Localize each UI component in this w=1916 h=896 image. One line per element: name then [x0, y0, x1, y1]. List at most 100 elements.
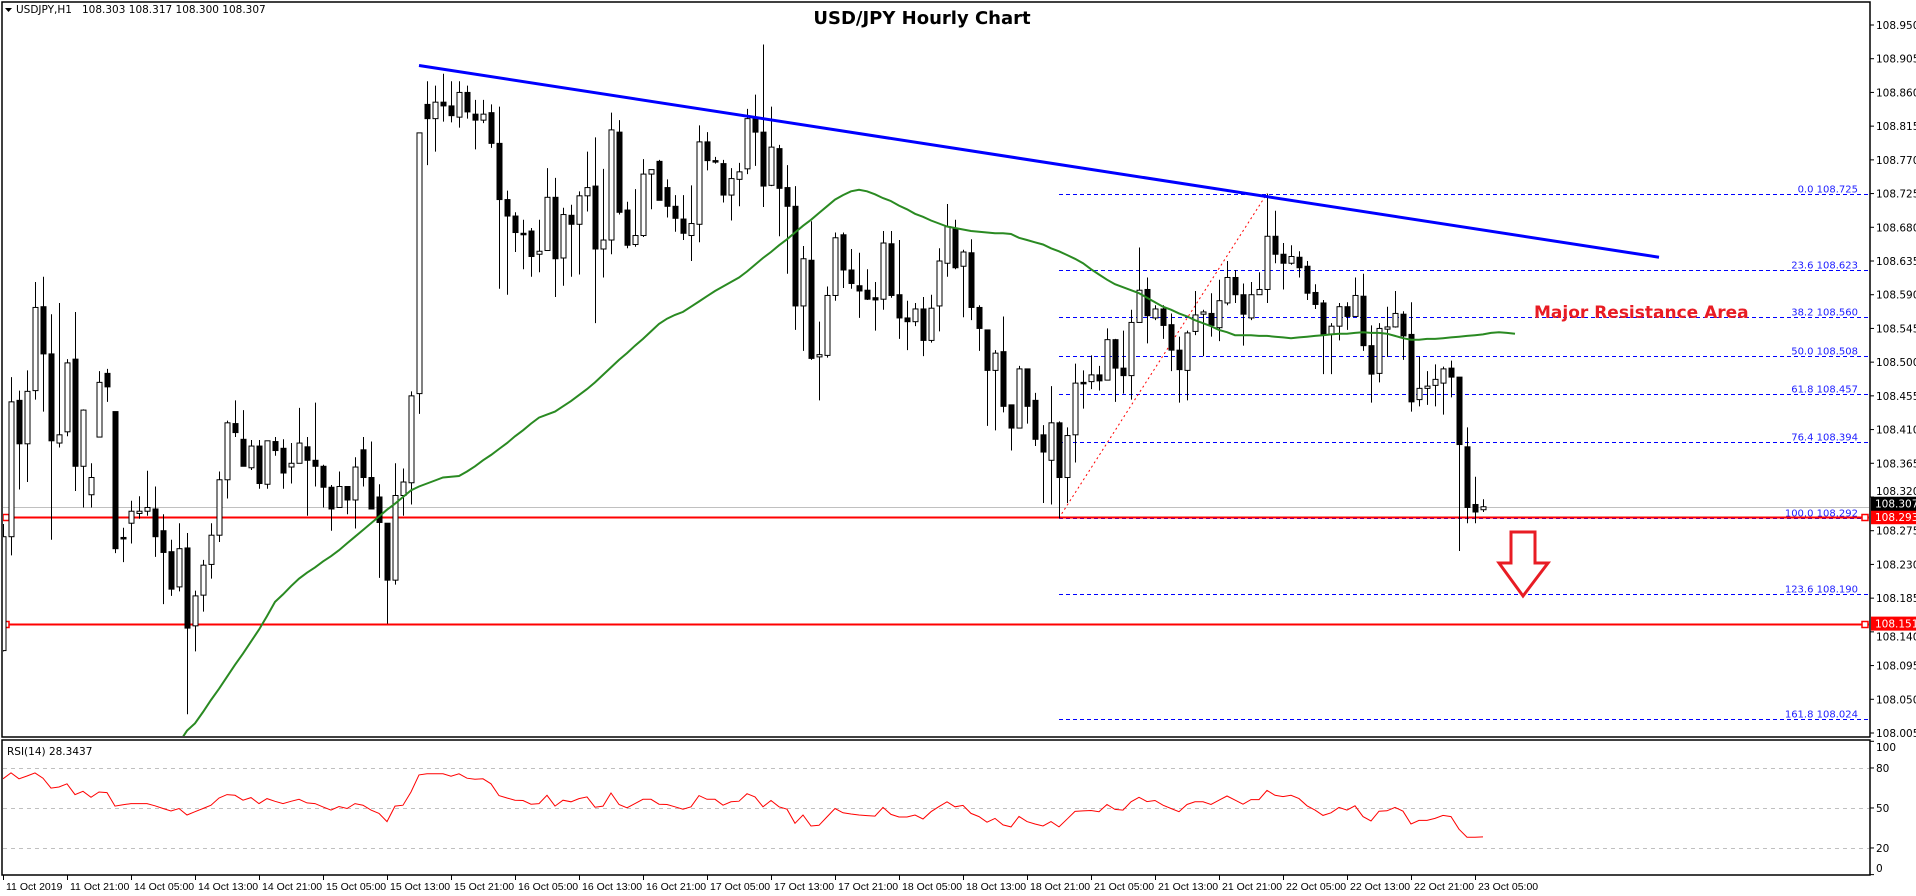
- candle-body: [368, 477, 375, 510]
- candle-body: [120, 536, 127, 540]
- candle-body: [800, 258, 807, 307]
- candle-body: [736, 171, 743, 180]
- bearish-candle: [872, 281, 879, 331]
- main-pane[interactable]: [1, 1, 1871, 738]
- candle-body: [1048, 422, 1055, 461]
- bullish-candle: [696, 125, 703, 243]
- candle-body: [1160, 308, 1167, 326]
- bullish-candle: [64, 359, 71, 437]
- price-axis-label: 108.590: [1876, 290, 1916, 302]
- candle-body: [936, 260, 943, 307]
- candle-body: [152, 508, 159, 538]
- bullish-candle: [96, 371, 103, 438]
- candle-body: [1112, 339, 1119, 369]
- candle-body: [1336, 306, 1343, 327]
- candle-body: [280, 447, 287, 474]
- bearish-candle: [1232, 269, 1239, 303]
- candle-body: [248, 445, 255, 469]
- candle-body: [1272, 235, 1279, 255]
- price-axis-label: 108.410: [1876, 425, 1916, 437]
- rsi-line: [3, 772, 1484, 838]
- candle-body: [1416, 387, 1423, 401]
- bullish-candle: [1424, 371, 1431, 405]
- triangle-down-icon[interactable]: [5, 8, 12, 12]
- candle-body: [1264, 235, 1271, 290]
- price-axis-label: 108.635: [1876, 256, 1916, 268]
- candle-body: [456, 91, 463, 118]
- bullish-candle: [352, 457, 359, 529]
- bearish-candle: [256, 440, 263, 489]
- candle-body: [872, 297, 879, 301]
- bullish-candle: [1104, 328, 1111, 381]
- candle-body: [32, 306, 39, 392]
- bullish-candle: [1248, 281, 1255, 321]
- rsi-pane[interactable]: [1, 739, 1871, 876]
- bullish-candle: [832, 232, 839, 301]
- bearish-candle: [488, 104, 495, 148]
- bearish-candle: [1008, 404, 1015, 451]
- candle-body: [1480, 506, 1487, 511]
- candle-body: [1384, 326, 1391, 330]
- bearish-candle: [104, 368, 111, 402]
- bullish-candle: [544, 168, 551, 252]
- candle-body: [640, 173, 647, 237]
- bullish-candle: [688, 185, 695, 261]
- bearish-candle: [624, 201, 631, 249]
- candle-body: [832, 237, 839, 296]
- candle-body: [24, 390, 31, 445]
- candle-body: [376, 496, 383, 523]
- time-axis-label: 11 Oct 21:00: [70, 881, 130, 893]
- bearish-candle: [592, 137, 599, 324]
- candle-body: [1360, 295, 1367, 347]
- candle-body: [592, 185, 599, 250]
- candle-body: [600, 239, 607, 250]
- bearish-candle: [896, 240, 903, 339]
- candle-body: [40, 306, 47, 355]
- bearish-candle: [784, 165, 791, 274]
- candle-body: [304, 446, 311, 461]
- bearish-candle: [680, 195, 687, 241]
- bullish-candle: [392, 463, 399, 585]
- price-axis-label: 108.950: [1876, 20, 1916, 32]
- candle-body: [416, 132, 423, 395]
- bearish-candle: [1448, 360, 1455, 398]
- bullish-candle: [744, 108, 751, 175]
- rsi-axis-label: 20: [1876, 843, 1889, 855]
- bullish-candle: [640, 159, 647, 238]
- bearish-candle: [672, 195, 679, 232]
- bearish-candle: [1464, 427, 1471, 524]
- bullish-candle: [1072, 363, 1079, 463]
- fib-level-label: 50.0 108.508: [1791, 347, 1858, 358]
- candle-body: [520, 232, 527, 236]
- candle-body: [1120, 367, 1127, 377]
- bullish-candle: [192, 590, 199, 652]
- bullish-candle: [80, 409, 87, 508]
- bearish-candle: [1360, 273, 1367, 351]
- candle-body: [328, 486, 335, 510]
- bullish-candle: [200, 559, 207, 612]
- candle-body: [616, 131, 623, 213]
- candle-body: [184, 547, 191, 629]
- price-axis-label: 108.905: [1876, 54, 1916, 66]
- bearish-candle: [232, 400, 239, 438]
- time-axis-label: 21 Oct 05:00: [1094, 881, 1154, 893]
- price-axis-label: 108.500: [1876, 357, 1916, 369]
- fib-level-label: 61.8 108.457: [1791, 385, 1858, 396]
- bullish-candle: [992, 350, 999, 431]
- bearish-candle: [1168, 313, 1175, 372]
- candle-body: [240, 438, 247, 467]
- bullish-candle: [408, 391, 415, 505]
- candle-body: [544, 196, 551, 252]
- time-axis-label: 14 Oct 13:00: [198, 881, 258, 893]
- candle-body: [1312, 291, 1319, 305]
- price-axis-label: 108.005: [1876, 728, 1916, 740]
- candle-body: [784, 187, 791, 207]
- candle-body: [3, 536, 7, 652]
- bullish-candle: [456, 81, 463, 128]
- fib-level-label: 161.8 108.024: [1785, 710, 1858, 721]
- time-axis-label: 15 Oct 13:00: [390, 881, 450, 893]
- candle-body: [720, 163, 727, 196]
- bearish-candle: [1456, 376, 1463, 551]
- bullish-candle: [960, 249, 967, 318]
